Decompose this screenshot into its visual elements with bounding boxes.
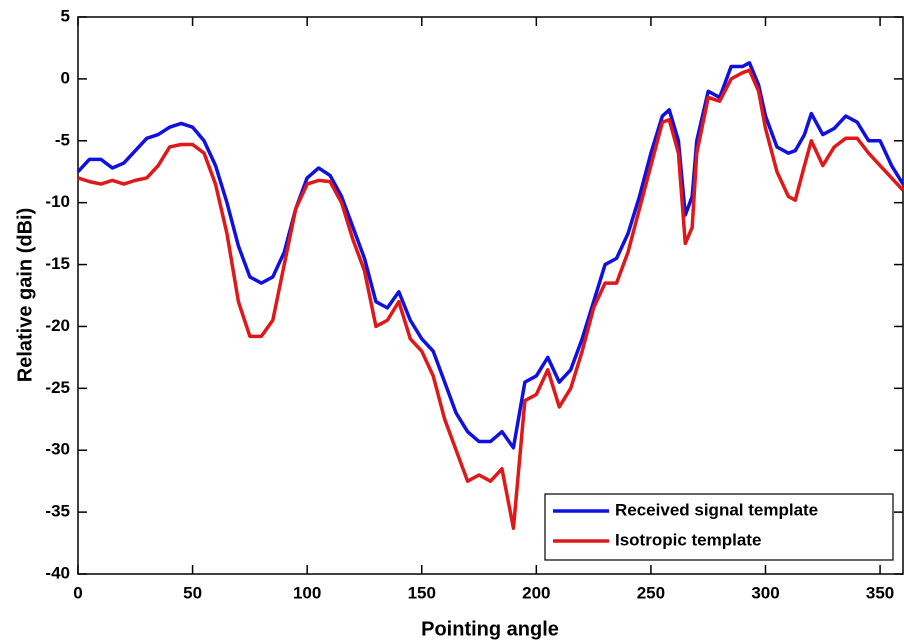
data-line bbox=[76, 61, 904, 450]
y-tick-label: -20 bbox=[45, 316, 70, 335]
legend-label: Isotropic template bbox=[615, 530, 761, 549]
x-tick-label: 250 bbox=[637, 583, 665, 602]
y-tick-label: -30 bbox=[45, 440, 70, 459]
x-tick-label: 350 bbox=[866, 583, 894, 602]
x-tick-label: 200 bbox=[522, 583, 550, 602]
y-tick-label: -15 bbox=[45, 254, 70, 273]
x-tick-label: 50 bbox=[183, 583, 202, 602]
y-axis-title: Relative gain (dBi) bbox=[14, 208, 36, 382]
data-line bbox=[77, 68, 904, 530]
x-tick-label: 150 bbox=[408, 583, 436, 602]
y-tick-label: -25 bbox=[45, 378, 70, 397]
x-tick-label: 100 bbox=[293, 583, 321, 602]
y-tick-label: 0 bbox=[61, 68, 70, 87]
legend-box bbox=[544, 493, 894, 561]
y-tick-label: -35 bbox=[45, 502, 70, 521]
y-tick-label: 5 bbox=[61, 6, 70, 25]
y-tick-label: -5 bbox=[55, 130, 70, 149]
legend-label: Received signal template bbox=[615, 500, 818, 519]
y-tick-label: -40 bbox=[45, 563, 70, 582]
plot-frame bbox=[77, 16, 904, 575]
x-tick-label: 300 bbox=[751, 583, 779, 602]
x-tick-label: 0 bbox=[73, 583, 82, 602]
y-tick-label: -10 bbox=[45, 192, 70, 211]
x-axis-title: Pointing angle bbox=[421, 618, 559, 640]
